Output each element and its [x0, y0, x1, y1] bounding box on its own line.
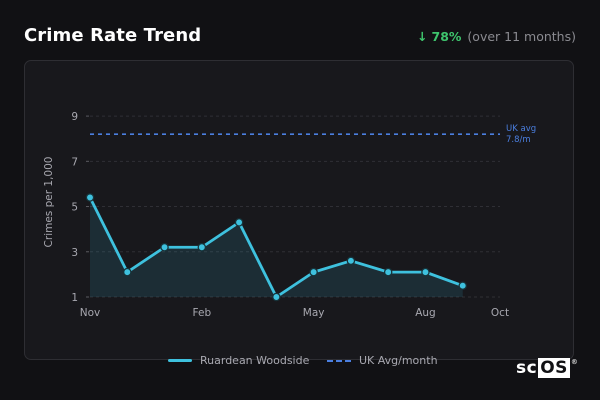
y-tick-label: 7: [71, 156, 78, 168]
y-tick-label: 5: [71, 202, 78, 214]
data-point: [458, 281, 467, 290]
data-point: [421, 267, 430, 277]
reference-label-value: 7.8/m: [506, 135, 531, 145]
data-point: [160, 242, 169, 252]
chart-title: Crime Rate Trend: [24, 25, 202, 46]
x-tick-label: Aug: [415, 307, 436, 319]
x-tick-labels: Nov Feb May Aug Oct: [80, 307, 509, 319]
legend-dashed-line-icon: [327, 359, 351, 362]
data-point: [383, 267, 393, 277]
y-tick-label: 3: [71, 247, 78, 259]
data-point: [234, 218, 244, 227]
legend-reference-label: UK Avg/month: [359, 354, 438, 367]
change-percent: 78%: [431, 29, 462, 44]
y-axis-label: Crimes per 1,000: [43, 157, 55, 248]
x-tick-label: Oct: [491, 307, 509, 319]
area-fill: [90, 197, 463, 297]
y-tick-label: 9: [71, 111, 78, 123]
data-point: [272, 292, 281, 302]
legend-solid-line-icon: [168, 359, 192, 362]
x-tick-label: Nov: [80, 307, 101, 319]
legend-series-label: Ruardean Woodside: [200, 354, 310, 367]
chart-card: [24, 60, 574, 360]
data-points: [85, 193, 467, 302]
x-tick-label: May: [303, 307, 325, 319]
change-note: (over 11 months): [467, 29, 576, 44]
brand-logo: sc OS ®: [516, 358, 579, 378]
data-point: [197, 242, 207, 252]
series-area: [90, 197, 463, 297]
data-point: [85, 193, 95, 202]
legend-item-series[interactable]: Ruardean Woodside: [168, 354, 309, 367]
x-tick-label: Feb: [193, 307, 212, 319]
reference-label-name: UK avg: [506, 124, 536, 134]
y-tick-labels: 1 3 5 7 9: [71, 111, 78, 304]
data-point: [309, 267, 318, 277]
legend-item-reference[interactable]: UK Avg/month: [327, 354, 438, 367]
y-tick-label: 1: [71, 292, 78, 304]
change-indicator: ↓ 78% (over 11 months): [417, 29, 576, 44]
legend: Ruardean Woodside UK Avg/month: [0, 354, 600, 370]
data-point: [123, 267, 132, 277]
data-point: [346, 256, 356, 266]
down-arrow-icon: ↓: [417, 29, 428, 44]
